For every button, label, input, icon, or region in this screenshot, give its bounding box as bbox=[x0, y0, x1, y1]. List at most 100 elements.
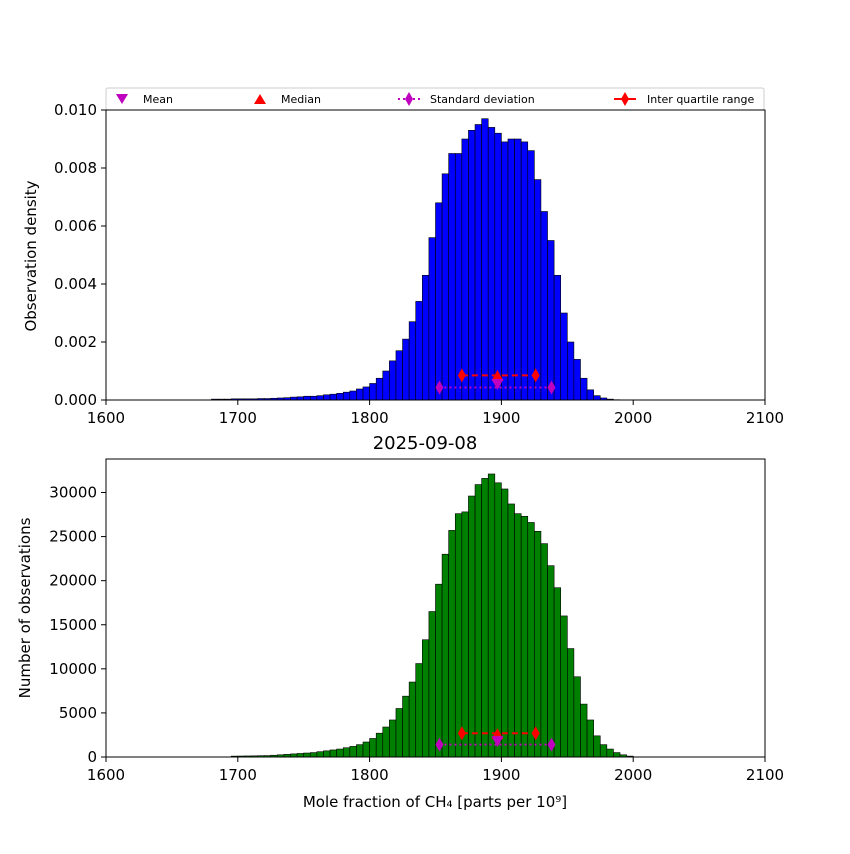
histogram-bar bbox=[574, 677, 581, 757]
chart-title: 2025-09-08 bbox=[373, 433, 478, 454]
histogram-bar bbox=[600, 745, 607, 757]
y-tick-label: 0.000 bbox=[54, 391, 97, 409]
y-tick-label: 0.010 bbox=[54, 101, 97, 119]
histogram-bar bbox=[455, 514, 462, 757]
histogram-bar bbox=[370, 383, 377, 400]
histogram-bar bbox=[416, 301, 423, 400]
histogram-bar bbox=[403, 696, 410, 757]
histogram-bar bbox=[389, 720, 396, 757]
histogram-bar bbox=[436, 584, 443, 757]
histogram-bar bbox=[475, 485, 482, 757]
y-tick-label: 15000 bbox=[49, 616, 97, 634]
histogram-bar bbox=[409, 682, 416, 757]
x-tick-label: 2100 bbox=[746, 766, 784, 784]
histogram-bar bbox=[534, 531, 541, 757]
histogram-bar bbox=[482, 119, 489, 400]
histogram-bar bbox=[488, 127, 495, 400]
histogram-bar bbox=[587, 390, 594, 400]
x-tick-label: 1800 bbox=[351, 409, 389, 427]
x-tick-label: 2000 bbox=[614, 766, 652, 784]
histogram-bar bbox=[574, 359, 581, 400]
histogram-bar bbox=[548, 566, 555, 757]
y-axis-label: Number of observations bbox=[16, 517, 34, 698]
histogram-bar bbox=[376, 378, 383, 400]
histogram-bar bbox=[554, 588, 561, 757]
histogram-bar bbox=[389, 361, 396, 400]
x-tick-label: 1600 bbox=[87, 766, 125, 784]
histogram-bar bbox=[317, 752, 324, 757]
histogram-bar bbox=[528, 151, 535, 400]
histogram-bar bbox=[541, 212, 548, 401]
histogram-bar bbox=[396, 709, 403, 757]
histogram-bar bbox=[521, 516, 528, 757]
histogram-bar bbox=[363, 742, 370, 757]
histogram-bar bbox=[501, 489, 508, 757]
x-tick-label: 2100 bbox=[746, 409, 784, 427]
histogram-bar bbox=[567, 649, 574, 757]
histogram-bar bbox=[376, 733, 383, 757]
histogram-bar bbox=[508, 139, 515, 400]
histogram-bar bbox=[343, 748, 350, 757]
x-tick-label: 2000 bbox=[614, 409, 652, 427]
histogram-bar bbox=[317, 396, 324, 400]
y-tick-label: 20000 bbox=[49, 572, 97, 590]
histogram-bar bbox=[297, 753, 304, 757]
histogram-bar bbox=[422, 640, 429, 757]
x-tick-label: 1800 bbox=[351, 766, 389, 784]
histogram-bar bbox=[534, 180, 541, 400]
histogram-bar bbox=[488, 474, 495, 757]
x-tick-label: 1900 bbox=[482, 766, 520, 784]
histogram-bar bbox=[422, 275, 429, 400]
histogram-bar bbox=[475, 125, 482, 401]
histogram-bar bbox=[310, 753, 317, 757]
histogram-bar bbox=[580, 378, 587, 400]
histogram-bar bbox=[304, 396, 311, 400]
histogram-bar bbox=[515, 139, 522, 400]
histogram-bar bbox=[310, 396, 317, 400]
histogram-bar bbox=[541, 544, 548, 757]
x-axis-label: Mole fraction of CH₄ [parts per 10⁹] bbox=[303, 793, 567, 811]
histogram-bar bbox=[508, 504, 515, 757]
y-tick-label: 10000 bbox=[49, 660, 97, 678]
histogram-bar bbox=[462, 512, 469, 757]
y-tick-label: 0 bbox=[87, 748, 97, 766]
y-tick-label: 0.004 bbox=[54, 275, 97, 293]
histogram-bar bbox=[468, 496, 475, 757]
histogram-bar bbox=[521, 142, 528, 400]
histogram-bar bbox=[528, 522, 535, 757]
histogram-bar bbox=[561, 616, 568, 757]
histogram-bar bbox=[548, 241, 555, 401]
histogram-bar bbox=[462, 139, 469, 400]
histogram-bar bbox=[554, 275, 561, 400]
histogram-bar bbox=[567, 342, 574, 400]
histogram-bar bbox=[442, 554, 449, 757]
histogram-bar bbox=[396, 351, 403, 400]
legend-label-median: Median bbox=[281, 93, 321, 106]
histogram-bar bbox=[594, 396, 601, 400]
histogram-bar bbox=[409, 322, 416, 400]
histogram-bar bbox=[455, 154, 462, 401]
y-axis-label: Observation density bbox=[22, 180, 40, 331]
histogram-bar bbox=[350, 391, 357, 400]
histogram-bar bbox=[356, 745, 363, 757]
legend-label-inter-quartile-range: Inter quartile range bbox=[647, 93, 754, 106]
x-tick-label: 1600 bbox=[87, 409, 125, 427]
histogram-bar bbox=[337, 393, 344, 400]
histogram-bar bbox=[330, 394, 337, 400]
histogram-bar bbox=[442, 174, 449, 400]
x-tick-label: 1900 bbox=[482, 409, 520, 427]
histogram-bar bbox=[449, 530, 456, 757]
histogram-bar bbox=[337, 749, 344, 757]
histogram-bar bbox=[449, 154, 456, 401]
legend-label-standard-deviation: Standard deviation bbox=[430, 93, 535, 106]
histogram-bar bbox=[594, 736, 601, 757]
histogram-bar bbox=[495, 133, 502, 400]
y-tick-label: 25000 bbox=[49, 528, 97, 546]
histogram-bar bbox=[363, 387, 370, 400]
histogram-bar bbox=[323, 751, 330, 757]
histogram-bar bbox=[613, 753, 620, 757]
y-tick-label: 0.008 bbox=[54, 159, 97, 177]
histogram-bar bbox=[416, 664, 423, 757]
